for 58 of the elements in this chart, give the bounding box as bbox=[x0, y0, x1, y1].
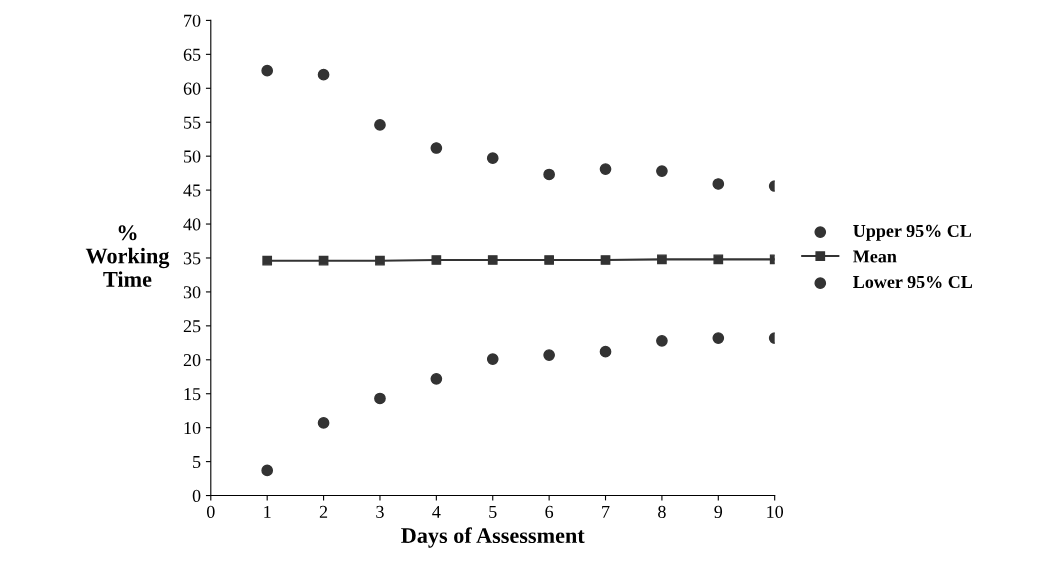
y-tick-label: 30 bbox=[183, 286, 201, 299]
legend-label: Lower 95% CL bbox=[853, 275, 973, 289]
point bbox=[374, 119, 386, 131]
point bbox=[486, 152, 499, 165]
point bbox=[599, 163, 612, 175]
point bbox=[487, 255, 498, 265]
legend-label: Mean bbox=[853, 250, 897, 263]
x-tick-label: 5 bbox=[489, 505, 497, 518]
x-axis-title: Days of Assessment bbox=[401, 527, 585, 548]
y-tick-label: 5 bbox=[193, 456, 201, 469]
point bbox=[317, 417, 330, 429]
point bbox=[430, 142, 443, 154]
y-axis-title: % Working Time bbox=[85, 225, 170, 287]
y-tick-label: 55 bbox=[184, 116, 201, 129]
y-tick-label: 60 bbox=[183, 82, 201, 95]
point bbox=[375, 255, 385, 266]
point bbox=[486, 353, 499, 365]
point bbox=[262, 255, 273, 266]
y-tick-label: 65 bbox=[183, 48, 201, 61]
x-tick-label: 0 bbox=[206, 505, 215, 518]
x-tick-label: 3 bbox=[376, 505, 384, 518]
point bbox=[712, 332, 725, 344]
x-tick-label: 9 bbox=[714, 505, 723, 518]
legend-label: Upper 95% CL bbox=[853, 224, 972, 241]
point bbox=[712, 178, 725, 190]
x-tick-label: 10 bbox=[767, 505, 784, 518]
y-tick-label: 45 bbox=[183, 184, 201, 197]
y-tick-label: 35 bbox=[183, 252, 201, 265]
x-tick-label: 7 bbox=[602, 505, 610, 518]
y-tick-label: 15 bbox=[184, 388, 201, 401]
point bbox=[543, 349, 555, 361]
y-tick-label: 0 bbox=[192, 489, 201, 502]
y-tick-label: 20 bbox=[183, 354, 201, 367]
y-tick-label: 70 bbox=[184, 14, 201, 27]
point bbox=[261, 464, 274, 477]
point bbox=[318, 255, 329, 266]
point bbox=[600, 255, 611, 265]
point bbox=[713, 254, 724, 265]
point bbox=[656, 165, 668, 177]
x-tick-label: 4 bbox=[432, 505, 441, 518]
point bbox=[657, 254, 667, 265]
y-tick-label: 40 bbox=[183, 218, 201, 231]
point bbox=[430, 372, 443, 385]
y-tick-label: 50 bbox=[184, 150, 201, 163]
x-tick-label: 8 bbox=[658, 505, 666, 518]
y-tick-label: 10 bbox=[184, 421, 201, 435]
x-tick-label: 2 bbox=[319, 505, 328, 518]
y-tick-label: 25 bbox=[183, 320, 201, 333]
point bbox=[543, 168, 555, 181]
x-tick-label: 6 bbox=[545, 505, 554, 518]
point bbox=[544, 255, 554, 265]
x-tick-label: 1 bbox=[264, 505, 271, 518]
point bbox=[656, 334, 668, 347]
point bbox=[261, 64, 274, 77]
point bbox=[374, 392, 386, 405]
point bbox=[317, 68, 330, 81]
point bbox=[599, 345, 612, 358]
point bbox=[431, 255, 442, 265]
